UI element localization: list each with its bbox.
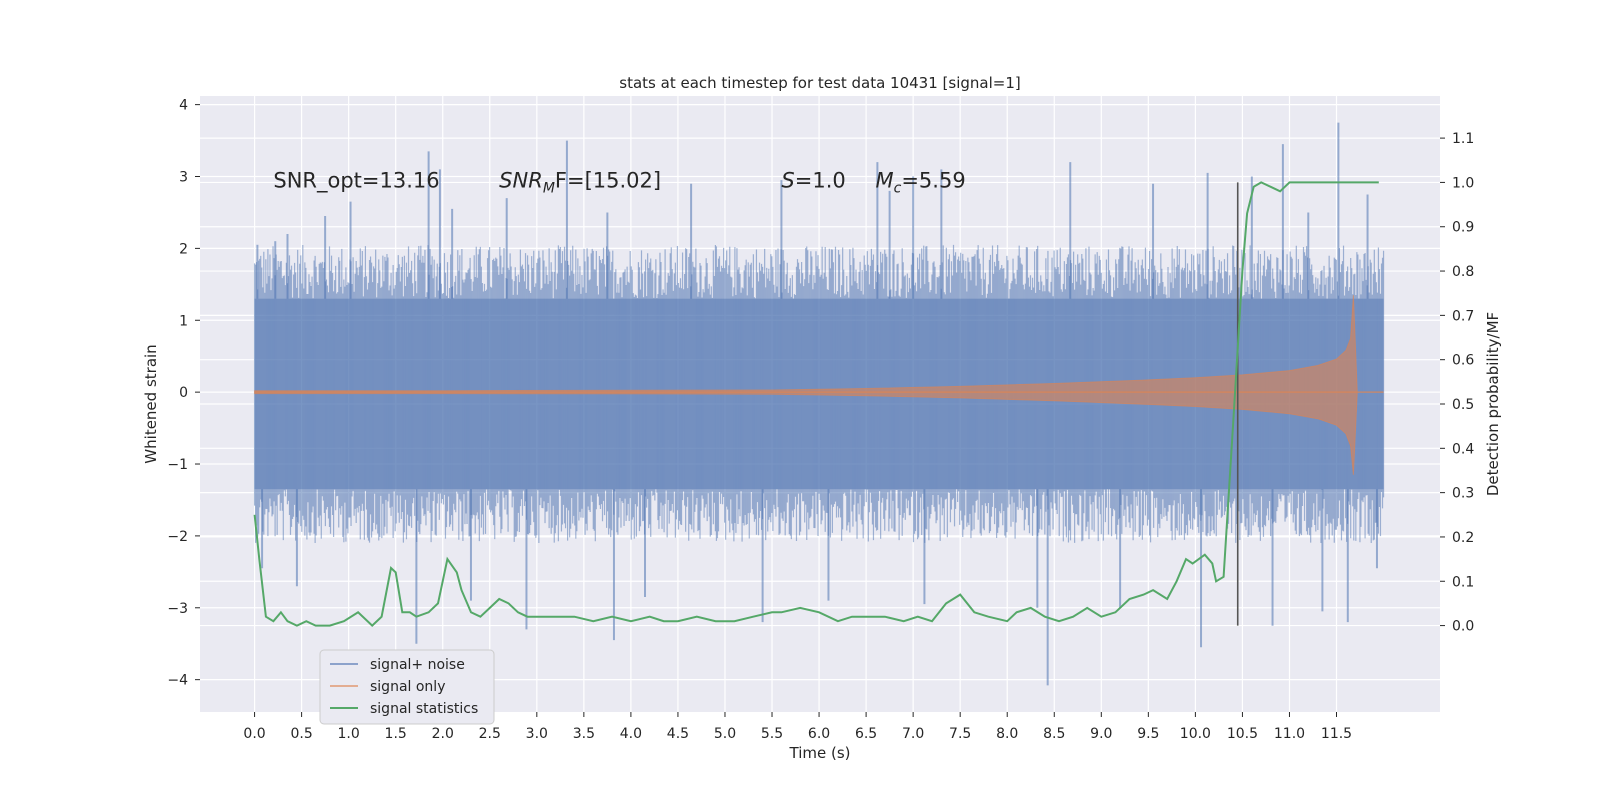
x-tick-label: 10.5 (1227, 726, 1258, 742)
annotation-snr-mf-sub: M (543, 180, 555, 196)
x-tick-label: 4.0 (620, 726, 642, 742)
y2-tick-label: 0.7 (1452, 308, 1474, 324)
y-axis-label: Whitened strain (142, 344, 160, 463)
annotation-mc-sub: c (894, 180, 902, 196)
x-tick-label: 1.5 (385, 726, 407, 742)
signal-envelope (254, 295, 1358, 475)
y2-tick-label: 0.5 (1452, 397, 1474, 413)
annotation-snr-mf: SNRMF=[15.02] (499, 168, 661, 196)
x-tick-label: 3.0 (526, 726, 548, 742)
y-axis-ticks: −4 −3 −2 −1 0 1 2 3 4 (167, 98, 200, 689)
y2-axis-ticks: 0.0 0.1 0.2 0.3 0.4 0.5 0.6 0.7 0.8 0.9 1.0 1.1 (1440, 131, 1474, 635)
y-tick-label: 0 (179, 385, 188, 401)
annotation-mc-base: M (876, 168, 894, 192)
x-tick-label: 9.5 (1137, 726, 1159, 742)
x-tick-label: 7.5 (949, 726, 971, 742)
annotation-s-rest: =1.0 (795, 168, 846, 192)
annotation-s-base: S (781, 168, 794, 192)
legend-label-signal-statistics: signal statistics (370, 701, 478, 717)
x-tick-label: 0.5 (290, 726, 312, 742)
annotation-mc-rest: =5.59 (901, 168, 965, 192)
legend-label-signal-noise: signal+ noise (370, 657, 465, 673)
y-tick-label: 3 (179, 170, 188, 186)
x-tick-label: 4.5 (667, 726, 689, 742)
x-tick-label: 5.0 (714, 726, 736, 742)
x-tick-label: 11.5 (1321, 726, 1352, 742)
x-tick-label: 5.5 (761, 726, 783, 742)
y-tick-label: 2 (179, 241, 188, 257)
y-tick-label: 1 (179, 313, 188, 329)
legend-box (319, 649, 495, 725)
y2-tick-label: 1.1 (1452, 131, 1474, 147)
y2-tick-label: 0.0 (1452, 619, 1474, 635)
x-tick-label: 10.0 (1180, 726, 1211, 742)
x-axis-ticks: 0.0 0.5 1.0 1.5 2.0 2.5 3.0 3.5 4.0 4.5 5.0 5.5 6.0 6… (243, 712, 1352, 742)
x-tick-label: 7.0 (902, 726, 924, 742)
y2-tick-label: 0.9 (1452, 220, 1474, 236)
y2-tick-label: 1.0 (1452, 175, 1474, 191)
x-tick-label: 8.0 (996, 726, 1018, 742)
annotation-s: S=1.0 (781, 168, 845, 192)
annotation-snr-mf-base: SNR (499, 168, 543, 192)
x-axis-label: Time (s) (789, 744, 851, 762)
y-tick-label: −4 (167, 673, 188, 689)
annotation-snr-mf-rest: F=[15.02] (555, 168, 661, 192)
annotations: SNR_opt=13.16 SNRMF=[15.02] S=1.0 Mc=5.5… (273, 168, 965, 196)
chart-title: stats at each timestep for test data 104… (619, 74, 1020, 92)
y-tick-label: −1 (167, 457, 188, 473)
x-tick-label: 2.5 (479, 726, 501, 742)
annotation-snr-opt: SNR_opt=13.16 (273, 168, 439, 193)
x-tick-label: 11.0 (1274, 726, 1305, 742)
x-tick-label: 6.0 (808, 726, 830, 742)
x-tick-label: 0.0 (243, 726, 265, 742)
signal-statistics-series (253, 181, 1379, 627)
y2-tick-label: 0.3 (1452, 486, 1474, 502)
y-tick-label: 4 (179, 98, 188, 114)
signal-statistics-line (253, 181, 1379, 627)
annotation-mc: Mc=5.59 (876, 168, 966, 196)
y2-tick-label: 0.8 (1452, 264, 1474, 280)
x-tick-label: 9.0 (1090, 726, 1112, 742)
signal-only-series (254, 295, 1384, 475)
y2-tick-label: 0.6 (1452, 353, 1474, 369)
legend: signal+ noise signal only signal statist… (319, 649, 495, 725)
legend-label-signal-only: signal only (370, 679, 445, 695)
x-tick-label: 6.5 (855, 726, 877, 742)
y2-tick-label: 0.2 (1452, 530, 1474, 546)
y2-tick-label: 0.4 (1452, 441, 1474, 457)
y2-axis-label: Detection probability/MF (1484, 312, 1502, 496)
y-tick-label: −2 (167, 529, 188, 545)
x-tick-label: 3.5 (573, 726, 595, 742)
y2-tick-label: 0.1 (1452, 574, 1474, 590)
x-tick-label: 8.5 (1043, 726, 1065, 742)
y-tick-label: −3 (167, 601, 188, 617)
x-tick-label: 1.0 (338, 726, 360, 742)
x-tick-label: 2.0 (432, 726, 454, 742)
